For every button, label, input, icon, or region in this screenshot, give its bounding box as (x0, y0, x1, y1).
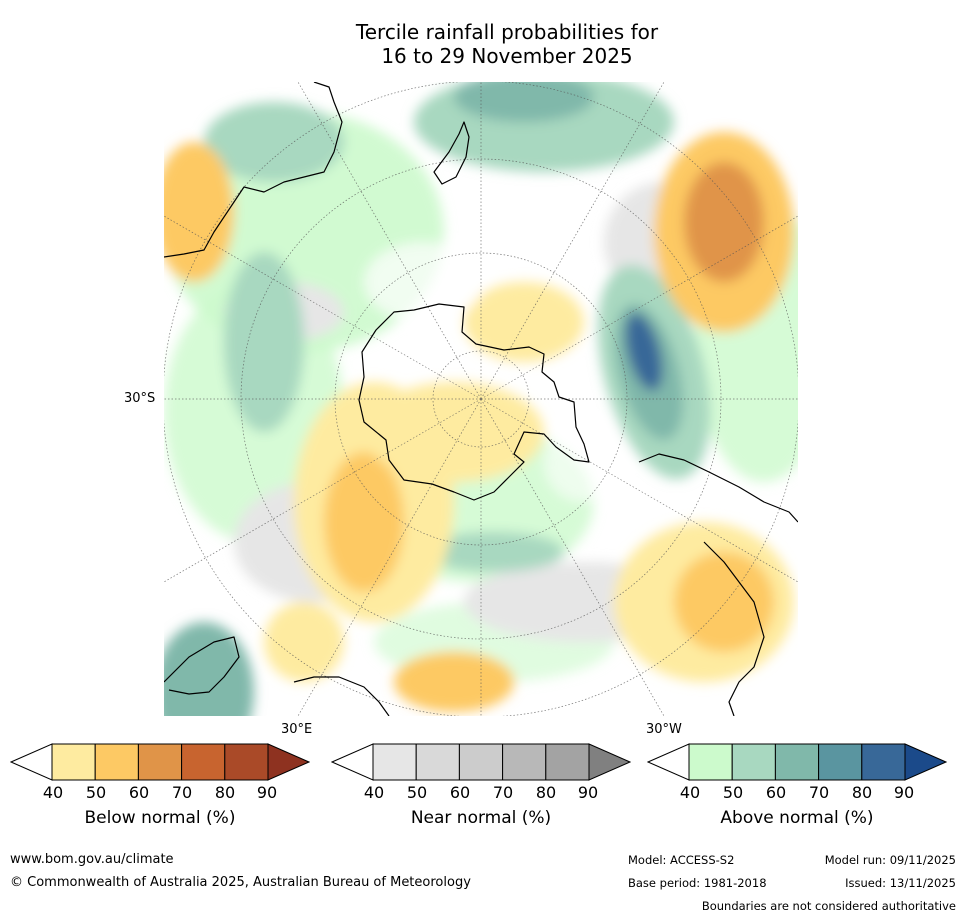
colorbar-segment (415, 743, 460, 781)
tick: 40 (679, 783, 701, 802)
field-teal-s (424, 532, 564, 572)
colorbar-segment (181, 743, 226, 781)
tick: 50 (406, 783, 428, 802)
field-yellow-ne (464, 282, 584, 362)
tick: 90 (577, 783, 599, 802)
colorbar-segment (502, 743, 547, 781)
colorbar-above-normal (646, 743, 948, 781)
field-orange-ne2 (684, 162, 764, 282)
meridian-150a (297, 398, 482, 716)
title-line-1: Tercile rainfall probabilities for (355, 20, 659, 44)
tick: 40 (42, 783, 64, 802)
lat-circle-45 (240, 158, 722, 640)
field-yellow-sw (264, 602, 344, 682)
lon-label-30w: 30°W (646, 722, 682, 737)
probability-fields (164, 82, 798, 716)
copyright-text: © Commonwealth of Australia 2025, Austra… (10, 875, 471, 890)
colorbar-below-normal (9, 743, 311, 781)
base-period-text: Base period: 1981-2018 (628, 876, 767, 890)
colorbar-arrow-high (267, 743, 311, 781)
new-zealand-coast (433, 121, 470, 185)
colorbar-segment (51, 743, 96, 781)
colorbar-segment (545, 743, 590, 781)
lat-circle-75 (432, 350, 530, 448)
field-yellow-w (164, 142, 234, 282)
meridian-60a (164, 215, 482, 400)
tick: 90 (256, 783, 278, 802)
tick: 70 (171, 783, 193, 802)
probability-map (164, 82, 798, 716)
tick: 80 (535, 783, 557, 802)
model-text: Model: ACCESS-S2 (628, 853, 735, 867)
meridian-120b (480, 398, 798, 583)
field-teal-n2 (454, 82, 594, 122)
map-title: Tercile rainfall probabilities for 16 to… (0, 20, 965, 68)
colorbar-arrow-low (9, 743, 53, 781)
meridian-150b (480, 398, 665, 716)
australia-coast (164, 82, 343, 258)
colorbar-segment (731, 743, 776, 781)
field-yellow-antarctica (364, 382, 544, 482)
colorbar-arrow-high (588, 743, 632, 781)
field-orange-se2 (674, 552, 774, 652)
tick: 60 (765, 783, 787, 802)
lon-label-30e: 30°E (281, 722, 313, 737)
model-run-text: Model run: 09/11/2025 (824, 853, 956, 867)
field-teal-sw (164, 622, 254, 716)
meridian-60b (480, 215, 798, 400)
tick: 40 (363, 783, 385, 802)
disclaimer-text: Boundaries are not considered authoritat… (701, 899, 956, 913)
antarctica-coast (358, 303, 590, 501)
africa-coast (164, 636, 390, 716)
lat-label-30s: 30°S (124, 391, 156, 406)
colorbar-segment (774, 743, 820, 781)
tick: 60 (128, 783, 150, 802)
colorbar-segment (372, 743, 417, 781)
graticule (164, 82, 798, 716)
colorbar-segment (224, 743, 269, 781)
tick: 50 (722, 783, 744, 802)
field-white-2 (544, 422, 624, 502)
south-america-coast (638, 453, 798, 716)
field-white-1 (364, 242, 484, 322)
colorbar-segment (688, 743, 733, 781)
meridian-120a (164, 398, 482, 583)
tick: 80 (214, 783, 236, 802)
map-svg (164, 82, 798, 716)
colorbar-segment (458, 743, 504, 781)
tick: 50 (85, 783, 107, 802)
colorbar-label-below: Below normal (%) (84, 808, 236, 828)
field-teal-nw (204, 102, 344, 182)
field-yellow-center2 (324, 452, 404, 592)
field-teal-w (224, 252, 304, 432)
issued-text: Issued: 13/11/2025 (845, 876, 956, 890)
coastlines (164, 82, 798, 716)
tick: 90 (893, 783, 915, 802)
colorbar-segment (94, 743, 139, 781)
colorbar-arrow-low (330, 743, 374, 781)
colorbar-label-above: Above normal (%) (720, 808, 874, 828)
field-blue-east (625, 313, 663, 391)
tick: 70 (808, 783, 830, 802)
tick: 70 (492, 783, 514, 802)
lat-circle-60 (334, 252, 628, 546)
tick: 80 (851, 783, 873, 802)
colorbar-near-normal (330, 743, 632, 781)
colorbar-segment (861, 743, 906, 781)
colorbar-arrow-high (904, 743, 948, 781)
colorbar-segment (137, 743, 183, 781)
website-link[interactable]: www.bom.gov.au/climate (10, 852, 174, 867)
meridian-30b (480, 82, 665, 400)
meridian-30a (297, 82, 482, 400)
colorbar-label-near: Near normal (%) (410, 808, 552, 828)
colorbar-arrow-low (646, 743, 690, 781)
field-yellow-s (394, 652, 514, 712)
title-line-2: 16 to 29 November 2025 (381, 44, 633, 68)
colorbar-segment (818, 743, 863, 781)
tick: 60 (449, 783, 471, 802)
